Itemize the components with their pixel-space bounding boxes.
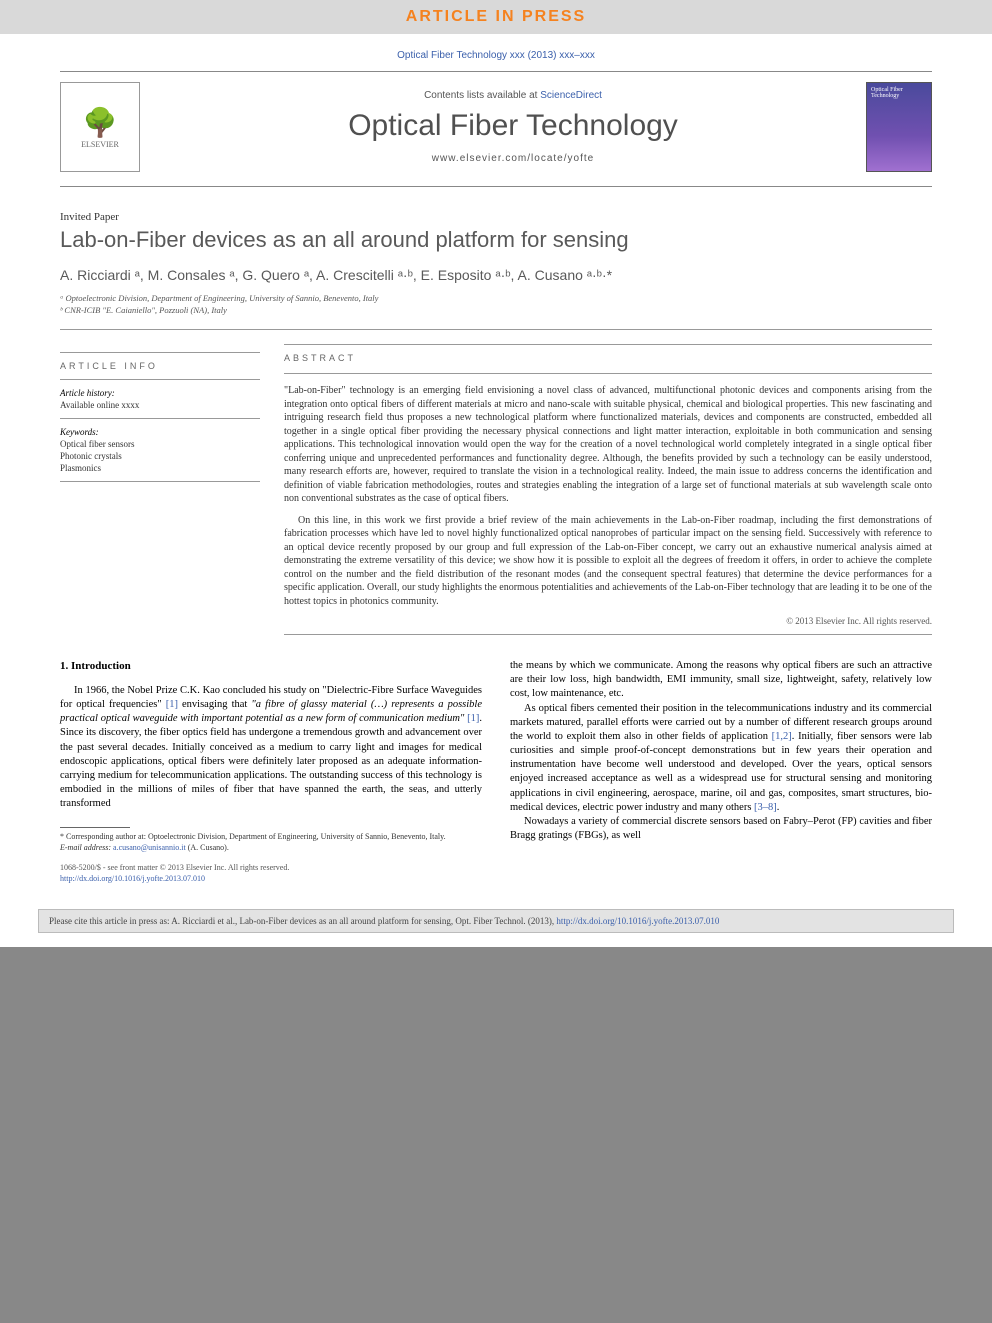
contents-available-line: Contents lists available at ScienceDirec… bbox=[160, 90, 866, 101]
keywords-label: Keywords: bbox=[60, 427, 260, 437]
keyword-1: Optical fiber sensors bbox=[60, 439, 260, 449]
right-p2-b: . Initially, fiber sensors were lab curi… bbox=[510, 731, 932, 813]
history-value: Available online xxxx bbox=[60, 400, 260, 410]
abstract-p2: On this line, in this work we first prov… bbox=[284, 514, 932, 609]
author-list: A. Ricciardi ᵃ, M. Consales ᵃ, G. Quero … bbox=[60, 267, 932, 283]
article-title: Lab-on-Fiber devices as an all around pl… bbox=[60, 227, 932, 253]
ref-38[interactable]: [3–8] bbox=[754, 802, 777, 813]
journal-reference: Optical Fiber Technology xxx (2013) xxx–… bbox=[0, 34, 992, 71]
info-abstract-row: ARTICLE INFO Article history: Available … bbox=[60, 344, 932, 635]
affiliation-a: ᵃ Optoelectronic Division, Department of… bbox=[60, 293, 932, 303]
article-type: Invited Paper bbox=[60, 211, 932, 223]
elsevier-tree-icon: 🌳 bbox=[83, 106, 118, 140]
email-line: E-mail address: a.cusano@unisannio.it (A… bbox=[60, 843, 482, 853]
doi-link[interactable]: http://dx.doi.org/10.1016/j.yofte.2013.0… bbox=[60, 874, 205, 883]
keyword-3: Plasmonics bbox=[60, 463, 260, 473]
elsevier-label: ELSEVIER bbox=[81, 140, 119, 149]
journal-homepage-url[interactable]: www.elsevier.com/locate/yofte bbox=[160, 153, 866, 164]
section-1-head: 1. Introduction bbox=[60, 659, 482, 674]
abstract-column: ABSTRACT "Lab-on-Fiber" technology is an… bbox=[284, 344, 932, 635]
keyword-2: Photonic crystals bbox=[60, 451, 260, 461]
right-p1: the means by which we communicate. Among… bbox=[510, 659, 932, 702]
elsevier-logo: 🌳 ELSEVIER bbox=[60, 82, 140, 172]
cite-doi-link[interactable]: http://dx.doi.org/10.1016/j.yofte.2013.0… bbox=[556, 916, 719, 926]
cite-pre: Please cite this article in press as: A.… bbox=[49, 916, 556, 926]
header-center: Contents lists available at ScienceDirec… bbox=[160, 90, 866, 164]
page: ARTICLE IN PRESS Optical Fiber Technolog… bbox=[0, 0, 992, 947]
body-right-column: the means by which we communicate. Among… bbox=[510, 659, 932, 885]
ref-1a[interactable]: [1] bbox=[166, 699, 178, 710]
journal-cover-thumbnail: Optical Fiber Technology bbox=[866, 82, 932, 172]
journal-header: 🌳 ELSEVIER Contents lists available at S… bbox=[60, 71, 932, 187]
right-p2-c: . bbox=[777, 802, 780, 813]
email-label: E-mail address: bbox=[60, 843, 113, 852]
article-info-column: ARTICLE INFO Article history: Available … bbox=[60, 344, 260, 635]
ref-12[interactable]: [1,2] bbox=[772, 731, 792, 742]
divider bbox=[60, 329, 932, 330]
history-label: Article history: bbox=[60, 388, 260, 398]
intro-p1-d: . Since its discovery, the fiber optics … bbox=[60, 713, 482, 809]
right-p3: Nowadays a variety of commercial discret… bbox=[510, 815, 932, 843]
bottom-issn-doi: 1068-5200/$ - see front matter © 2013 El… bbox=[60, 863, 482, 885]
body-left-column: 1. Introduction In 1966, the Nobel Prize… bbox=[60, 659, 482, 885]
issn-line: 1068-5200/$ - see front matter © 2013 El… bbox=[60, 863, 482, 874]
corresponding-email-link[interactable]: a.cusano@unisannio.it bbox=[113, 843, 186, 852]
intro-p1: In 1966, the Nobel Prize C.K. Kao conclu… bbox=[60, 684, 482, 812]
abstract-p1: "Lab-on-Fiber" technology is an emerging… bbox=[284, 384, 932, 506]
article-info-head: ARTICLE INFO bbox=[60, 361, 260, 371]
footnotes: * Corresponding author at: Optoelectroni… bbox=[60, 832, 482, 853]
intro-p1-b: envisaging that bbox=[178, 699, 251, 710]
body-two-columns: 1. Introduction In 1966, the Nobel Prize… bbox=[60, 659, 932, 885]
contents-pre: Contents lists available at bbox=[424, 90, 540, 101]
article-in-press-banner: ARTICLE IN PRESS bbox=[0, 0, 992, 34]
right-p2: As optical fibers cemented their positio… bbox=[510, 702, 932, 815]
email-suffix: (A. Cusano). bbox=[186, 843, 229, 852]
ref-1b[interactable]: [1] bbox=[467, 713, 479, 724]
corresponding-author: * Corresponding author at: Optoelectroni… bbox=[60, 832, 482, 842]
journal-title: Optical Fiber Technology bbox=[160, 109, 866, 143]
abstract-head: ABSTRACT bbox=[284, 353, 932, 363]
affiliation-b: ᵇ CNR-ICIB "E. Caianiello", Pozzuoli (NA… bbox=[60, 305, 932, 315]
abstract-copyright: © 2013 Elsevier Inc. All rights reserved… bbox=[284, 616, 932, 626]
citation-box: Please cite this article in press as: A.… bbox=[38, 909, 954, 933]
footnote-rule bbox=[60, 827, 130, 828]
article-content: Invited Paper Lab-on-Fiber devices as an… bbox=[0, 187, 992, 895]
sciencedirect-link[interactable]: ScienceDirect bbox=[540, 90, 602, 101]
